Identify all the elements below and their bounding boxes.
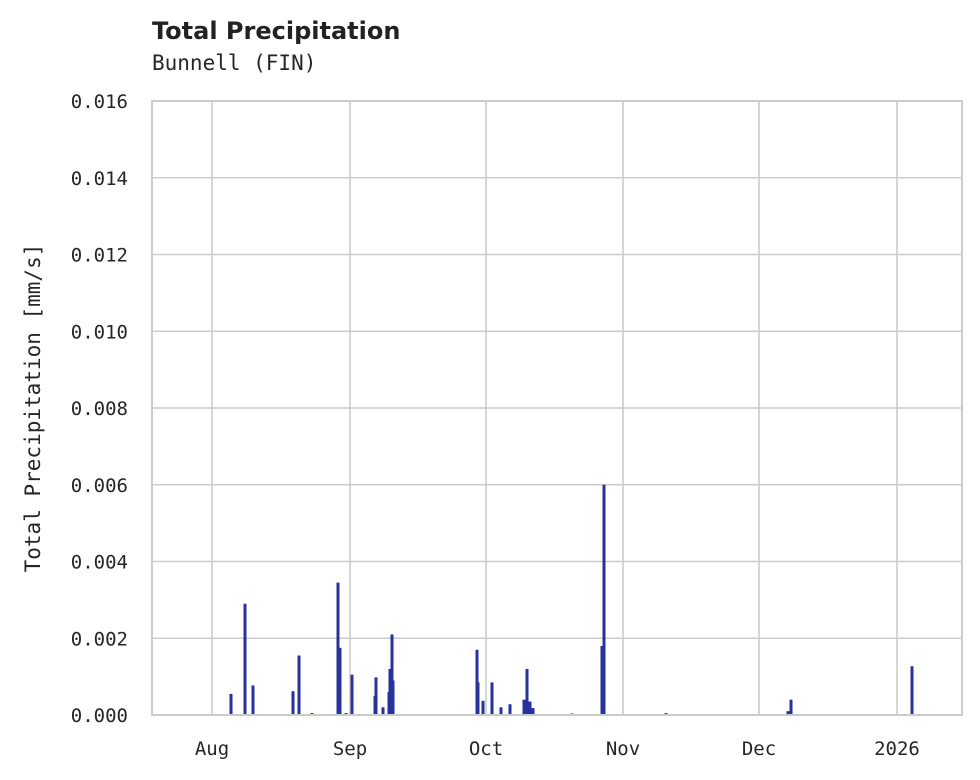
precip-bar — [531, 708, 535, 715]
precip-bar — [229, 693, 233, 715]
y-tick-label: 0.016 — [71, 91, 128, 113]
precip-bar — [336, 582, 340, 715]
precip-bar — [391, 680, 395, 715]
precip-bar — [789, 699, 793, 715]
plot-frame — [151, 100, 963, 716]
y-tick-label: 0.006 — [71, 475, 128, 497]
y-axis-ticks: 0.000 0.002 0.004 0.006 0.008 0.010 0.012 0.014… — [71, 91, 128, 727]
precip-bar — [338, 647, 342, 715]
precip-bar — [350, 674, 354, 715]
precip-bar — [786, 711, 790, 715]
x-tick-label: 2026 — [874, 738, 920, 760]
precip-bar — [910, 666, 914, 715]
x-tick-label: Oct — [469, 738, 503, 760]
gridlines — [152, 100, 962, 716]
precip-bar — [243, 603, 247, 715]
x-tick-label: Nov — [606, 738, 640, 760]
precip-bar — [297, 655, 301, 715]
precip-bar — [390, 634, 394, 715]
precip-bar — [374, 677, 378, 715]
y-tick-label: 0.012 — [71, 245, 128, 267]
x-tick-label: Sep — [333, 738, 367, 760]
x-tick-label: Aug — [195, 738, 229, 760]
precip-bar — [525, 668, 529, 715]
precip-bar — [499, 707, 503, 715]
chart-title: Total Precipitation — [152, 17, 401, 45]
precip-bar — [251, 685, 255, 715]
y-tick-label: 0.014 — [71, 168, 128, 190]
precip-bar — [388, 668, 392, 715]
precip-bar — [381, 707, 385, 715]
precip-bar — [476, 682, 480, 715]
precip-bar — [490, 682, 494, 715]
y-tick-label: 0.004 — [71, 552, 128, 574]
precip-bar — [508, 704, 512, 715]
y-tick-label: 0.010 — [71, 321, 128, 343]
precip-bar — [291, 691, 295, 715]
precip-bar — [602, 484, 606, 715]
precip-bar — [522, 699, 526, 715]
x-tick-label: Dec — [742, 738, 776, 760]
y-tick-label: 0.008 — [71, 398, 128, 420]
precip-bar — [528, 701, 532, 715]
precip-bar — [481, 700, 485, 715]
chart-subtitle: Bunnell (FIN) — [152, 51, 317, 75]
y-tick-label: 0.002 — [71, 628, 128, 650]
x-axis-ticks: Aug Sep Oct Nov Dec 2026 — [195, 738, 920, 760]
precipitation-bars — [229, 484, 914, 715]
y-tick-label: 0.000 — [71, 705, 128, 727]
precip-bar — [600, 645, 604, 715]
